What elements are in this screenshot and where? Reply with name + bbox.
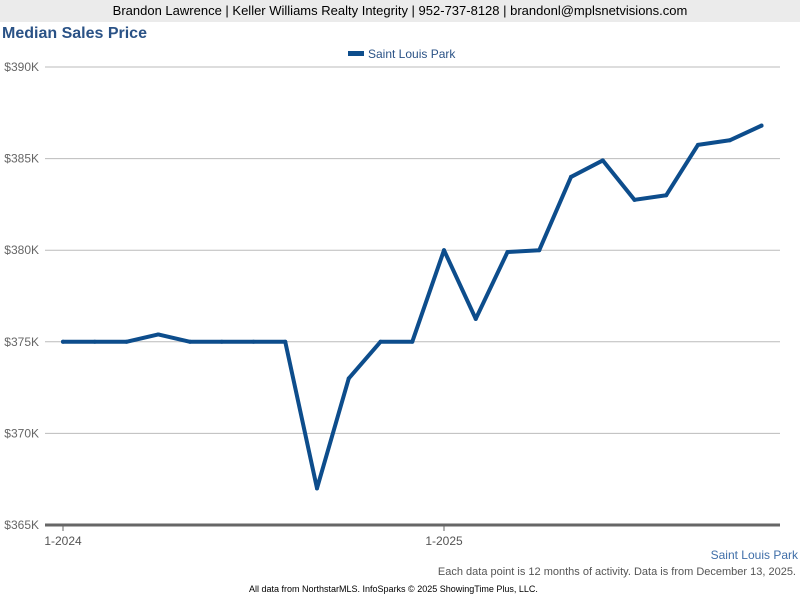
data-point[interactable] <box>569 174 573 179</box>
series-line-saint-louis-park <box>61 123 764 491</box>
data-point[interactable] <box>219 339 224 344</box>
data-point[interactable] <box>188 339 192 344</box>
y-tick-label: $390K <box>4 60 39 74</box>
data-point[interactable] <box>664 193 669 198</box>
data-point[interactable] <box>61 339 65 344</box>
data-point[interactable] <box>600 158 605 163</box>
y-tick-label: $375K <box>4 335 39 349</box>
y-tick-label: $385K <box>4 152 39 166</box>
data-point[interactable] <box>283 339 288 344</box>
x-tick-label: 1-2024 <box>44 534 82 548</box>
data-point[interactable] <box>759 123 764 128</box>
data-point[interactable] <box>92 339 97 344</box>
data-point[interactable] <box>505 250 510 255</box>
y-tick-label: $380K <box>4 243 39 257</box>
data-point[interactable] <box>124 339 129 344</box>
data-point[interactable] <box>346 376 351 381</box>
data-point[interactable] <box>537 248 542 253</box>
legend: Saint Louis Park <box>348 47 456 61</box>
footer-credit: All data from NorthstarMLS. InfoSparks ©… <box>249 584 538 594</box>
legend-swatch <box>348 51 364 56</box>
y-tick-label: $370K <box>4 426 39 440</box>
data-point[interactable] <box>632 197 637 202</box>
x-tick-label: 1-2025 <box>425 534 463 548</box>
data-point[interactable] <box>442 248 446 253</box>
data-point[interactable] <box>315 486 319 491</box>
data-point[interactable] <box>156 332 161 337</box>
data-point[interactable] <box>696 142 700 147</box>
data-point[interactable] <box>727 138 732 143</box>
chart-title: Median Sales Price <box>2 25 147 42</box>
data-point[interactable] <box>378 339 383 344</box>
data-note: Each data point is 12 months of activity… <box>437 566 796 578</box>
data-point[interactable] <box>410 339 415 344</box>
data-point[interactable] <box>473 316 478 321</box>
data-point[interactable] <box>251 339 256 344</box>
y-tick-label: $365K <box>4 518 39 532</box>
agent-contact-header: Brandon Lawrence | Keller Williams Realt… <box>0 0 800 22</box>
source-label: Saint Louis Park <box>710 548 798 562</box>
legend-label: Saint Louis Park <box>368 47 456 61</box>
